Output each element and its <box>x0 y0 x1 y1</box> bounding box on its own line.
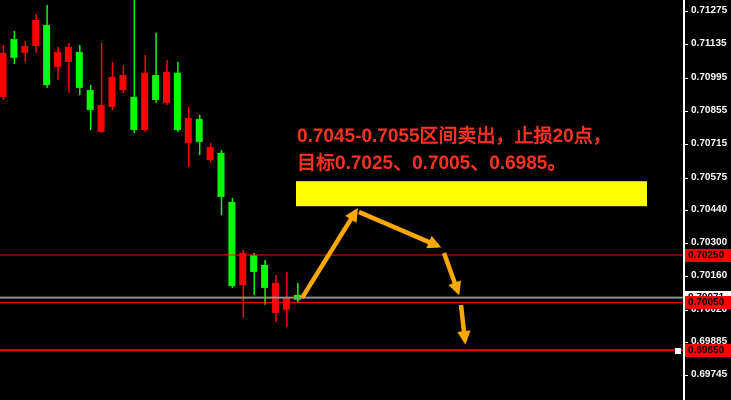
line-anchor-handle[interactable] <box>675 348 681 354</box>
bear-candle-body <box>97 105 105 132</box>
axis-tick-label: 0.70855 <box>691 104 728 116</box>
trade-instruction-line1: 0.7045-0.7055区间卖出，止损20点， <box>297 126 612 147</box>
bull-candle-body <box>75 51 83 88</box>
axis-tick-mark <box>683 375 688 377</box>
candlestick-chart[interactable] <box>0 0 683 400</box>
bear-candle-body <box>184 117 192 143</box>
sell-zone-highlight[interactable] <box>296 181 647 207</box>
axis-tick-mark <box>683 44 688 46</box>
axis-tick-label: 0.70020 <box>691 303 728 315</box>
axis-tick-label: 0.70995 <box>691 71 728 83</box>
level-price-label-0.70250: 0.70250 <box>685 248 731 262</box>
axis-tick-mark <box>683 309 688 311</box>
trade-path-arrow-drop-to-target-3[interactable] <box>457 304 471 345</box>
bull-candle-body <box>217 152 225 197</box>
axis-tick-mark <box>683 276 688 278</box>
axis-tick-mark <box>683 243 688 245</box>
bear-candle-body <box>64 46 72 62</box>
axis-tick-label: 0.70160 <box>691 270 728 282</box>
axis-tick-mark <box>683 10 688 12</box>
bull-candle-body <box>228 201 236 286</box>
axis-tick-label: 0.70715 <box>691 138 728 150</box>
price-axis[interactable]: 0.71275 0.71135 0.70995 0.70855 0.70715 0.705… <box>683 0 731 400</box>
trade-instruction-line2: 目标0.7025、0.7005、0.6985。 <box>297 153 567 174</box>
bear-candle-body <box>282 296 290 310</box>
bear-candle-body <box>163 71 170 103</box>
chart-area[interactable]: 0.7045-0.7055区间卖出，止损20点， 目标0.7025、0.7005… <box>0 0 683 400</box>
bear-candle-body <box>32 20 40 46</box>
bull-candle-body <box>250 255 258 272</box>
bull-candle-body <box>173 72 181 130</box>
bear-candle-body <box>21 45 29 53</box>
axis-tick-mark <box>683 77 688 79</box>
bear-candle-body <box>119 75 127 90</box>
level-price-label-0.70050: 0.70050 <box>685 296 731 310</box>
axis-tick-label: 0.70440 <box>691 203 728 215</box>
bull-candle-body <box>152 75 160 100</box>
axis-tick-label: 0.70575 <box>691 171 728 183</box>
axis-tick-mark <box>683 144 688 146</box>
axis-tick-mark <box>683 209 688 211</box>
trade-path-arrow-drop-to-target-2[interactable] <box>441 252 462 296</box>
bear-candle-body <box>141 72 149 130</box>
price-axis-separator <box>683 0 685 400</box>
bear-candle-body <box>108 76 116 107</box>
bear-candle-body <box>0 52 7 97</box>
axis-tick-label: 0.69745 <box>691 369 728 381</box>
bear-candle-body <box>206 146 214 160</box>
level-price-label-0.69850: 0.69850 <box>685 343 731 357</box>
axis-tick-label: 0.70300 <box>691 237 728 249</box>
axis-tick-label: 0.71135 <box>691 38 727 50</box>
axis-tick-mark <box>683 341 688 343</box>
bull-candle-body <box>130 96 138 130</box>
bull-candle-body <box>86 90 94 110</box>
bear-candle-body <box>239 252 247 285</box>
axis-tick-label: 0.69885 <box>691 335 728 347</box>
bull-candle-body <box>261 265 269 288</box>
bull-candle-body <box>195 119 203 142</box>
bear-candle-body <box>54 51 61 67</box>
trade-path-arrow-rally-to-sell-zone[interactable] <box>300 207 358 300</box>
bull-candle-body <box>10 39 18 58</box>
trade-path-arrow-drop-to-target-1[interactable] <box>358 209 442 249</box>
bull-candle-body <box>43 25 51 85</box>
axis-tick-mark <box>683 177 688 179</box>
axis-tick-label: 0.71275 <box>691 4 728 16</box>
axis-tick-mark <box>683 110 688 112</box>
